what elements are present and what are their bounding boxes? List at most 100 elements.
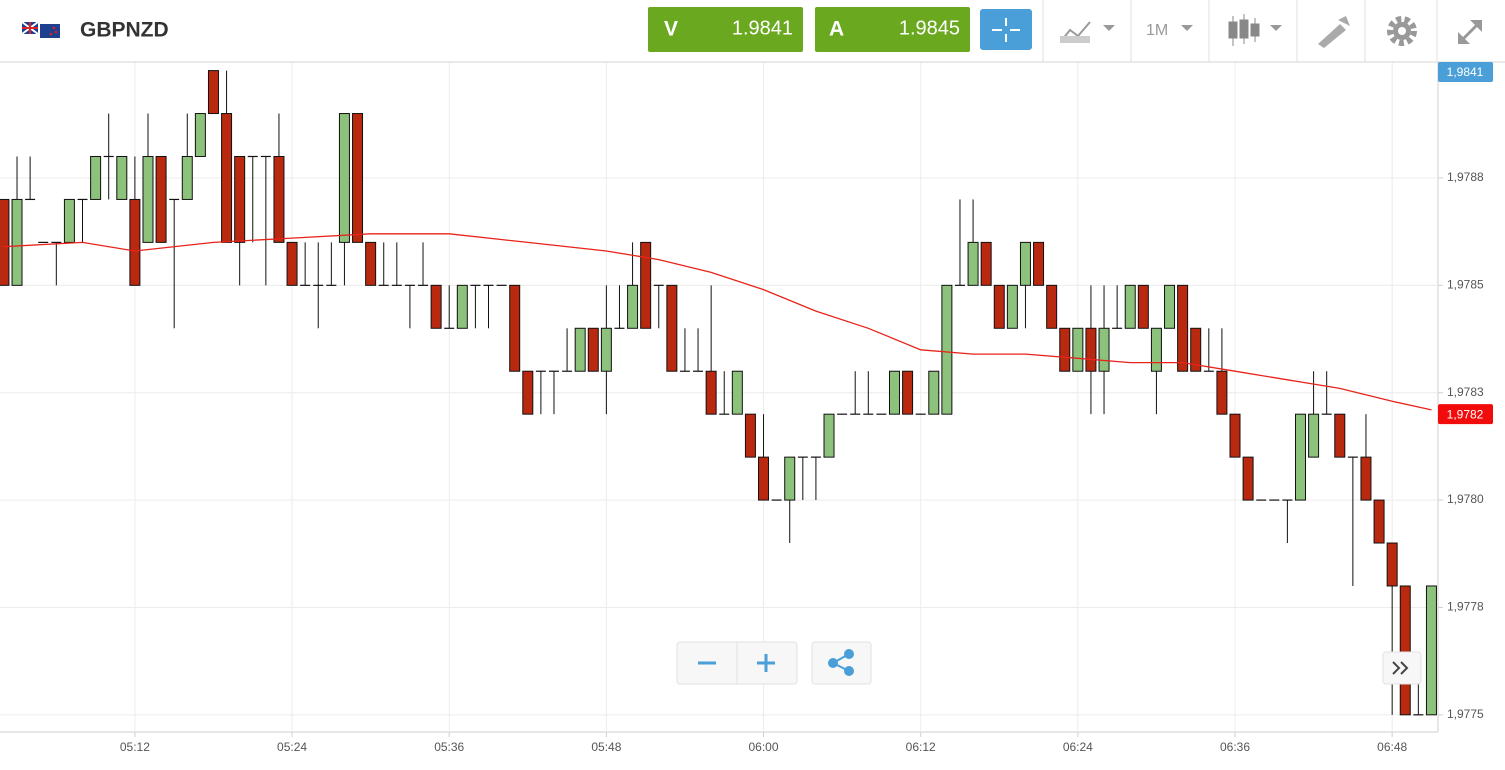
candle-body [456, 284, 468, 329]
candle-body [1098, 327, 1110, 372]
crosshair-icon [992, 18, 1020, 42]
candle-body [1137, 284, 1149, 329]
candle-body [731, 370, 743, 415]
candle-body [902, 370, 914, 415]
x-tick-label: 05:24 [277, 740, 307, 754]
header: GBPNZD V 1.9841 A 1.9845 1M [0, 0, 1505, 63]
scroll-end-button[interactable] [1382, 651, 1422, 685]
price-tag-label: 1,9782 [1447, 407, 1484, 421]
candle-body [1190, 327, 1202, 372]
candle-body [941, 284, 953, 415]
bid-button[interactable] [648, 7, 803, 52]
fullscreen-button[interactable] [1458, 20, 1482, 44]
candle-body [11, 198, 23, 286]
candle-body [1124, 284, 1136, 329]
plot: 1,9841 1,9782 [0, 62, 1493, 716]
candle-body [194, 113, 206, 157]
candle-body [1072, 327, 1084, 372]
candle-body [784, 456, 796, 501]
y-tick-label: 1,9783 [1447, 385, 1484, 399]
candle-body [63, 198, 75, 243]
price-tag [1438, 404, 1493, 425]
price-tag-label: 1,9841 [1447, 65, 1484, 79]
x-tick-label: 06:36 [1220, 740, 1250, 754]
draw-button[interactable] [1318, 16, 1350, 48]
x-tick-label: 06:24 [1063, 740, 1093, 754]
candle-body [1216, 370, 1228, 415]
candle-body [758, 456, 770, 501]
candle-body [967, 241, 979, 286]
price-tag [1438, 62, 1493, 82]
scroll-end-icon [1392, 661, 1409, 675]
candle-body [352, 113, 364, 243]
grid: 1,9775 1,9778 1,9780 1,9783 1,9785 1,9788 05:1… [0, 62, 1484, 754]
candle-body [1386, 542, 1398, 587]
candle-body [1019, 241, 1031, 286]
zoom-controls [676, 641, 1422, 685]
candle-body [1373, 499, 1385, 544]
candle-body [627, 284, 639, 329]
candle-body [0, 198, 10, 286]
candle-body [587, 327, 599, 372]
y-tick-label: 1,9780 [1447, 492, 1484, 506]
x-tick-label: 06:12 [906, 740, 936, 754]
candle-body [207, 70, 219, 115]
candle-body [1059, 327, 1071, 372]
candle-body [1242, 456, 1254, 501]
y-tick-label: 1,9785 [1447, 278, 1484, 292]
candle-body [1033, 241, 1045, 286]
toolbar-separators [1042, 0, 1438, 62]
candle-body [1360, 456, 1372, 501]
candle-body [181, 155, 193, 200]
bid-label: V [664, 18, 678, 41]
candle-body [365, 241, 377, 286]
symbol: GBPNZD [80, 19, 169, 42]
candle-body [1308, 413, 1320, 458]
candle-body [823, 413, 835, 458]
candle-body [744, 413, 756, 458]
candle-body [640, 241, 652, 329]
candle-body [522, 370, 534, 415]
y-tick-label: 1,9788 [1447, 170, 1484, 184]
candle-body [666, 284, 678, 372]
candle-body [1399, 585, 1411, 716]
y-tick-label: 1,9775 [1447, 707, 1484, 721]
crosshair-button[interactable] [980, 9, 1032, 50]
indicators-button[interactable] [1060, 21, 1115, 43]
x-tick-label: 05:36 [434, 740, 464, 754]
zoom-in[interactable] [757, 654, 775, 672]
ask-button[interactable] [815, 7, 970, 52]
candle-body [1164, 284, 1176, 329]
candle-body [1085, 327, 1097, 372]
bid-price: 1.9841 [732, 17, 793, 39]
candle-body [1425, 585, 1437, 716]
candle-body [90, 155, 102, 200]
candle-body [430, 284, 442, 329]
settings-button[interactable] [1387, 16, 1417, 46]
candle-body [116, 155, 128, 200]
y-tick-label: 1,9778 [1447, 600, 1484, 614]
chart-type-button[interactable] [1228, 14, 1282, 46]
timeframe[interactable]: 1M [1146, 22, 1168, 39]
candle-body [338, 113, 350, 243]
ask-price: 1.9845 [899, 17, 960, 39]
candle-body [1177, 284, 1189, 372]
candle-body [234, 155, 246, 243]
candle-body [888, 370, 900, 415]
candle-body [1229, 413, 1241, 458]
x-tick-label: 05:48 [591, 740, 621, 754]
share-panel [811, 641, 872, 685]
ask-label: A [829, 18, 844, 41]
x-tick-label: 05:12 [120, 740, 150, 754]
candle-body [221, 113, 233, 243]
candle-body [705, 370, 717, 415]
candle-body [1006, 284, 1018, 329]
candle-body [1150, 327, 1162, 372]
candle-body [142, 155, 154, 243]
candle-body [1294, 413, 1306, 501]
share-button[interactable] [828, 649, 854, 676]
x-tick-label: 06:48 [1377, 740, 1407, 754]
candle-body [155, 155, 167, 243]
